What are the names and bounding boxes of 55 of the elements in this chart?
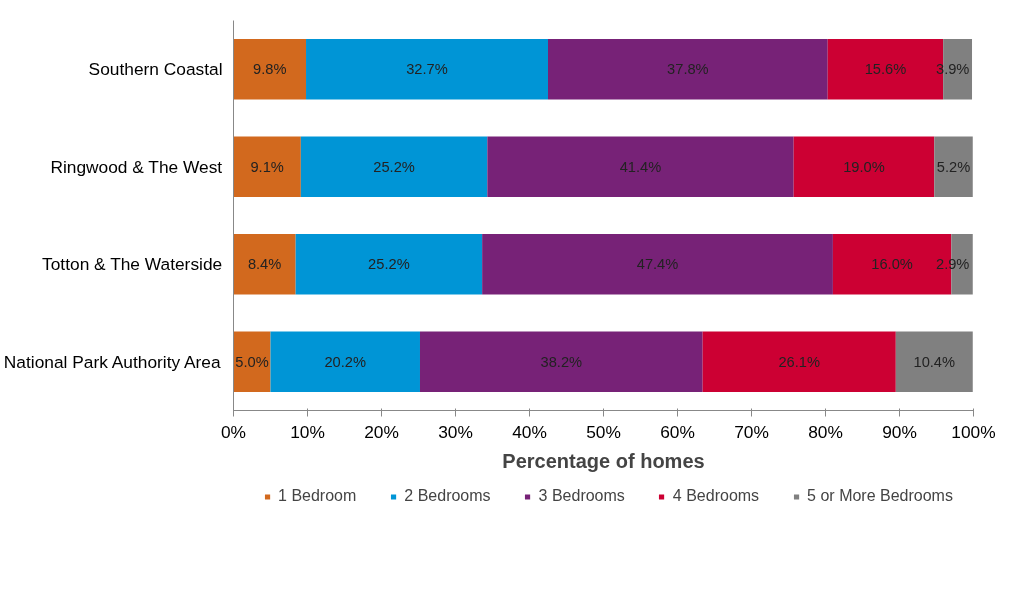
bar xyxy=(482,234,833,295)
legend-label: 3 Bedrooms xyxy=(538,487,625,505)
data-label: 32.7% xyxy=(406,61,448,78)
x-tick-label: 0% xyxy=(220,421,247,442)
x-tick-label: 100% xyxy=(951,421,996,442)
bar xyxy=(295,234,483,295)
data-label: 41.4% xyxy=(619,158,662,175)
x-tick-label: 50% xyxy=(586,421,621,442)
bar xyxy=(233,39,307,100)
x-axis-title: Percentage of homes xyxy=(502,449,705,472)
data-label: 8.4% xyxy=(247,256,282,273)
legend-label: 1 Bedroom xyxy=(278,487,357,505)
x-tick-label: 10% xyxy=(290,421,325,442)
legend-label: 2 Bedrooms xyxy=(404,487,491,505)
y-tick-label: National Park Authority Area xyxy=(3,351,221,372)
x-tick-label: 60% xyxy=(660,421,695,442)
bar xyxy=(702,331,896,392)
bar xyxy=(895,331,973,392)
x-tick-label: 70% xyxy=(734,421,769,442)
bar xyxy=(306,39,548,100)
bar xyxy=(487,136,794,197)
bar xyxy=(233,136,301,197)
y-tick-label: Totton & The Waterside xyxy=(42,254,223,275)
data-label: 5.0% xyxy=(235,353,269,370)
data-label: 5.2% xyxy=(936,158,971,175)
data-label: 19.0% xyxy=(843,158,885,175)
bar xyxy=(548,39,828,100)
data-label: 26.1% xyxy=(778,353,821,370)
legend-label: 5 or More Bedrooms xyxy=(807,487,953,505)
x-tick-label: 90% xyxy=(882,421,917,442)
data-label: 20.2% xyxy=(324,353,367,370)
bar xyxy=(793,136,935,197)
x-tick-label: 30% xyxy=(438,421,473,442)
data-label: 38.2% xyxy=(540,353,583,370)
data-label: 15.6% xyxy=(864,61,907,78)
data-label: 37.8% xyxy=(667,61,709,78)
y-tick-label: Southern Coastal xyxy=(88,59,223,80)
y-tick-label: Ringwood & The West xyxy=(50,156,223,177)
data-label: 25.2% xyxy=(368,256,410,273)
bar xyxy=(233,234,296,295)
data-label: 47.4% xyxy=(636,256,679,273)
bar xyxy=(233,331,271,392)
bar xyxy=(934,136,973,197)
legend-label: 4 Bedrooms xyxy=(672,487,760,505)
data-label: 9.1% xyxy=(250,158,284,175)
x-tick-label: 80% xyxy=(808,421,843,442)
data-label: 25.2% xyxy=(373,158,415,175)
bar xyxy=(419,331,703,392)
bar xyxy=(300,136,488,197)
bar xyxy=(270,331,420,392)
data-label: 10.4% xyxy=(913,353,956,370)
x-tick-label: 20% xyxy=(364,421,399,442)
data-label: 9.8% xyxy=(253,61,287,78)
data-label: 16.0% xyxy=(871,256,913,273)
x-tick-label: 40% xyxy=(512,421,547,442)
